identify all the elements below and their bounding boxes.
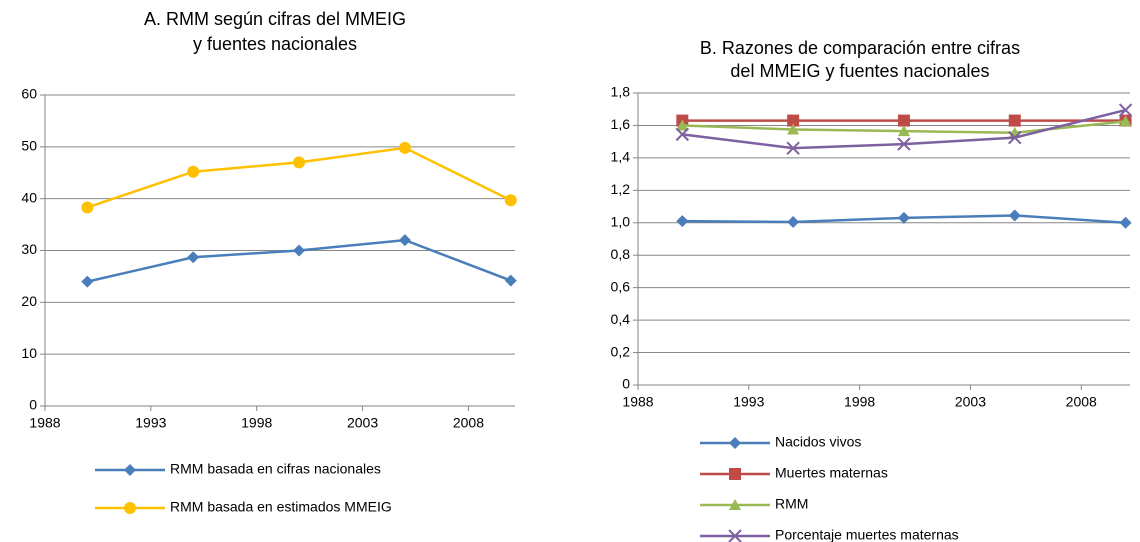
x-tick-label: 2003 [955, 394, 986, 410]
chart-title: B. Razones de comparación entre cifras [700, 38, 1020, 58]
y-tick-label: 0,4 [611, 311, 631, 327]
legend-label: Porcentaje muertes maternas [775, 527, 959, 542]
marker [676, 119, 689, 131]
marker [1118, 103, 1133, 117]
marker [124, 502, 136, 514]
x-tick-label: 1998 [844, 394, 875, 410]
x-tick-label: 2008 [1066, 394, 1097, 410]
marker [293, 156, 306, 169]
y-tick-label: 0,8 [611, 246, 631, 262]
y-tick-label: 0 [29, 397, 37, 413]
marker [187, 251, 200, 264]
marker [398, 234, 411, 247]
x-tick-label: 1993 [733, 394, 764, 410]
marker [1119, 115, 1132, 127]
marker [786, 141, 800, 155]
x-tick-label: 2003 [347, 415, 378, 431]
marker [897, 211, 910, 224]
x-tick-label: 1988 [622, 394, 653, 410]
marker [124, 464, 136, 476]
y-tick-label: 1,6 [611, 116, 631, 132]
y-tick-label: 20 [21, 293, 37, 309]
marker [1119, 216, 1132, 229]
marker [675, 127, 690, 142]
legend-label: RMM basada en cifras nacionales [170, 461, 381, 477]
marker [676, 215, 689, 228]
legend-label: Nacidos vivos [775, 434, 861, 450]
y-tick-label: 0,6 [611, 278, 631, 294]
marker [81, 201, 94, 214]
y-tick-label: 0,2 [611, 343, 631, 359]
marker [897, 125, 910, 137]
marker [787, 114, 800, 127]
marker [897, 137, 911, 151]
x-tick-label: 1993 [135, 415, 166, 431]
chart-title: del MMEIG y fuentes nacionales [730, 61, 989, 81]
y-tick-label: 40 [21, 189, 37, 205]
marker [504, 194, 517, 207]
y-tick-label: 50 [21, 138, 37, 154]
marker [729, 437, 741, 449]
y-tick-label: 1,2 [611, 181, 631, 197]
chart-title: A. RMM según cifras del MMEIG [144, 9, 406, 29]
y-tick-label: 30 [21, 241, 37, 257]
y-tick-label: 0 [622, 376, 630, 392]
x-tick-label: 2008 [453, 415, 484, 431]
y-tick-label: 10 [21, 345, 37, 361]
marker [398, 141, 411, 154]
marker [787, 215, 800, 228]
marker [81, 275, 94, 288]
x-tick-label: 1998 [241, 415, 272, 431]
marker [729, 468, 741, 480]
legend-label: Muertes maternas [775, 465, 888, 481]
marker [1008, 114, 1021, 127]
marker [728, 529, 742, 542]
chart-title: y fuentes nacionales [193, 34, 357, 54]
y-tick-label: 1,4 [611, 149, 631, 165]
marker [293, 244, 306, 257]
legend-label: RMM [775, 496, 808, 512]
marker [504, 274, 517, 287]
marker [729, 499, 741, 510]
marker [787, 123, 800, 135]
marker [187, 165, 200, 178]
marker [1008, 130, 1022, 145]
x-tick-label: 1988 [29, 415, 60, 431]
y-tick-label: 1,0 [611, 213, 631, 229]
legend-label: RMM basada en estimados MMEIG [170, 499, 392, 515]
marker [1008, 209, 1021, 222]
y-tick-label: 1,8 [611, 84, 631, 100]
marker [897, 114, 910, 127]
y-tick-label: 60 [21, 86, 37, 102]
